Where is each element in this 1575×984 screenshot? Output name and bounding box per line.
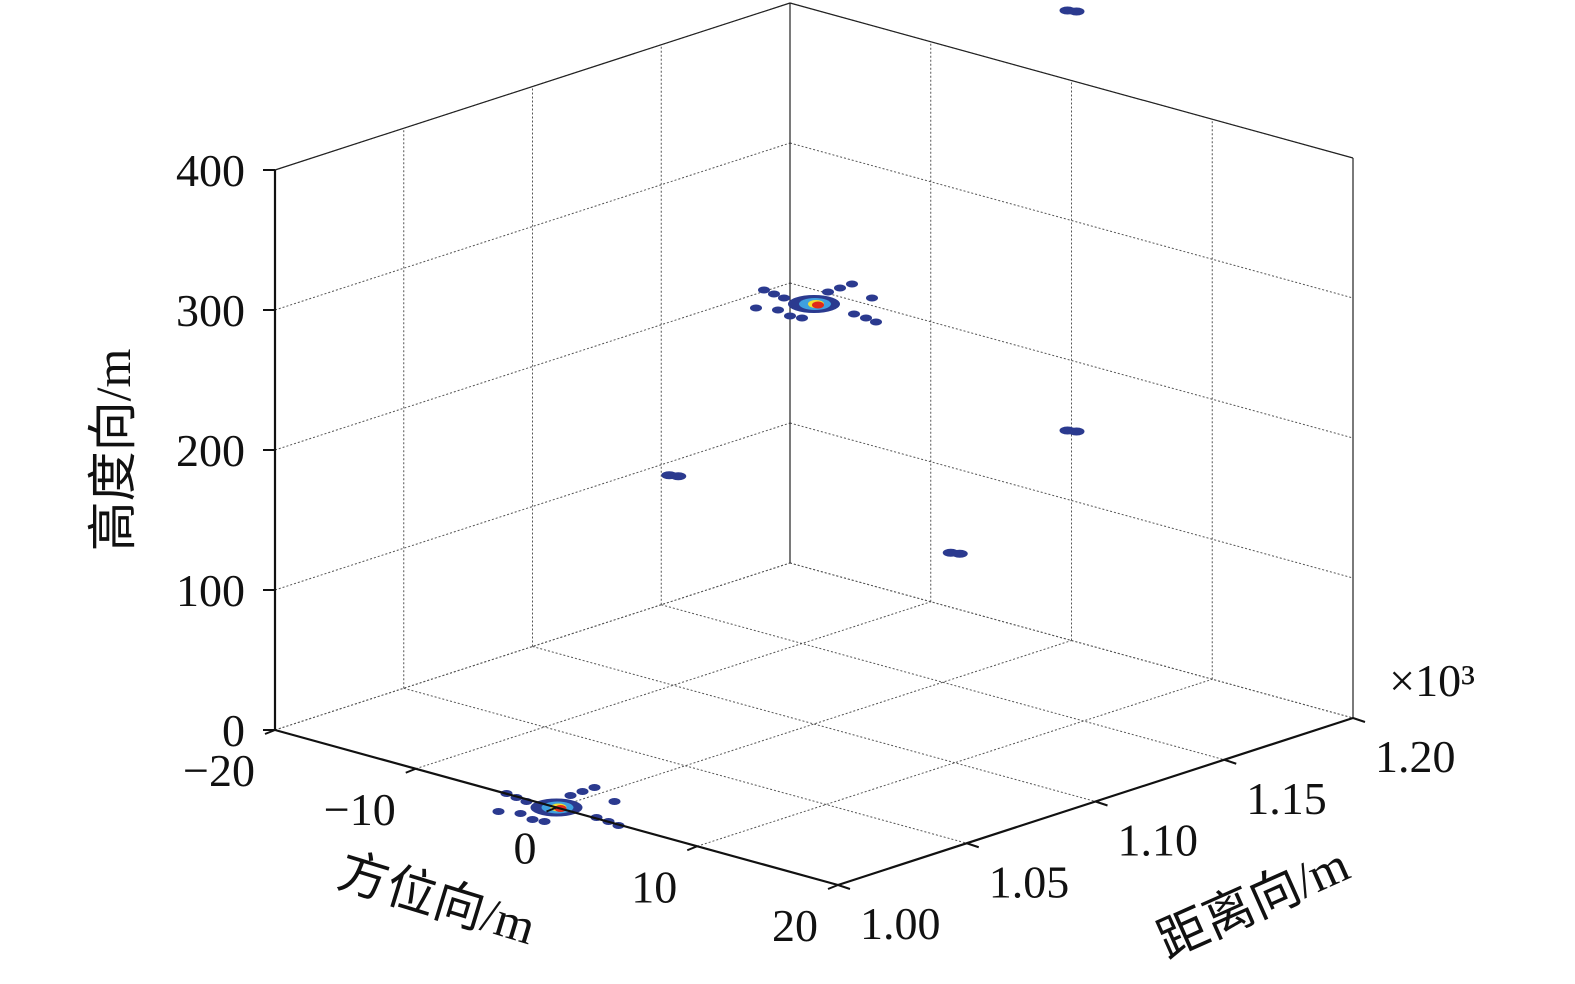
range-tick-label: 1.10 [1118,815,1199,866]
height-tick-label: 0 [222,705,245,756]
height-tick-label: 200 [176,425,245,476]
range-tick-label: 1.05 [989,856,1070,907]
floor-grid-line [532,646,1096,802]
target-point [1059,6,1085,16]
range-tick-label: 1.00 [860,898,941,949]
sidelobe-point [768,290,780,298]
data-points [492,6,1085,829]
floor-grid-line [661,604,1225,761]
sidelobe-point [514,810,527,817]
right-wall-grid-line [789,422,1354,579]
azimuth-tick [686,845,698,852]
azimuth-axis-label: 方位向/m [332,842,542,955]
range-tick-label: 1.15 [1246,773,1327,824]
azimuth-tick [405,767,417,774]
sidelobe-point [778,294,790,302]
sidelobe-point [796,314,808,322]
sidelobe-point [492,808,505,815]
target-point [661,471,687,481]
range-tick [1223,758,1237,765]
target-point [492,784,625,829]
range-tick [1352,717,1366,723]
target-point [750,280,882,326]
azimuth-tick-label: −20 [183,745,255,796]
range-tick [1095,800,1108,807]
floor-grid-line [403,687,967,844]
box-edge [789,2,1354,159]
sidelobe-point [526,816,539,823]
sidelobe-point [750,304,762,312]
sidelobe-point [576,788,589,795]
right-wall-grid-line [789,562,1354,719]
target-lobe [1068,7,1085,16]
azimuth-tick [264,729,276,735]
sidelobe-point [848,310,860,318]
height-tick-label: 400 [176,145,245,196]
floor-grid-line [556,640,1072,808]
right-wall-grid-line [789,142,1354,299]
grid-layer [274,2,1354,886]
sidelobe-point [870,318,882,326]
range-tick [837,884,851,890]
range-exponent-label: ×10³ [1389,655,1475,706]
target-point [1059,426,1085,436]
sidelobe-point [822,288,834,296]
azimuth-tick [546,806,557,813]
sidelobe-point [834,284,846,292]
sidelobe-point [588,784,601,791]
right-wall-grid-line [789,282,1354,439]
azimuth-tick [827,884,839,890]
range-tick [966,842,980,849]
height-tick-label: 100 [176,565,245,616]
azimuth-tick-label: 10 [631,861,677,912]
height-tick-label: 300 [176,285,245,336]
sidelobe-point [772,306,784,314]
range-tick-label: 1.20 [1375,731,1456,782]
sidelobe-point [860,314,872,322]
plot-box [274,2,1354,718]
sidelobe-point [846,280,858,288]
sidelobe-point [866,294,878,302]
target-peak [812,301,824,309]
height-axis-label: 高度向/m [85,349,141,552]
target-point [942,548,968,558]
axes [263,169,1366,890]
sidelobe-point [538,818,551,825]
sidelobe-point [564,792,577,799]
box-edge [274,2,791,171]
sidelobe-point [784,312,796,320]
tick-labels: 0 100 200 300 400 −20 −10 0 10 20 1.00 1.05 1.10 1.15… [176,145,1456,951]
target-lobe [1068,427,1085,436]
azimuth-tick-label: −10 [324,784,396,835]
target-lobe [951,549,968,558]
target-lobe [670,472,687,481]
azimuth-tick-label: 20 [772,900,818,951]
sidelobe-point [608,798,621,805]
sidelobe-point [758,286,770,294]
azimuth-tick-label: 0 [514,823,537,874]
